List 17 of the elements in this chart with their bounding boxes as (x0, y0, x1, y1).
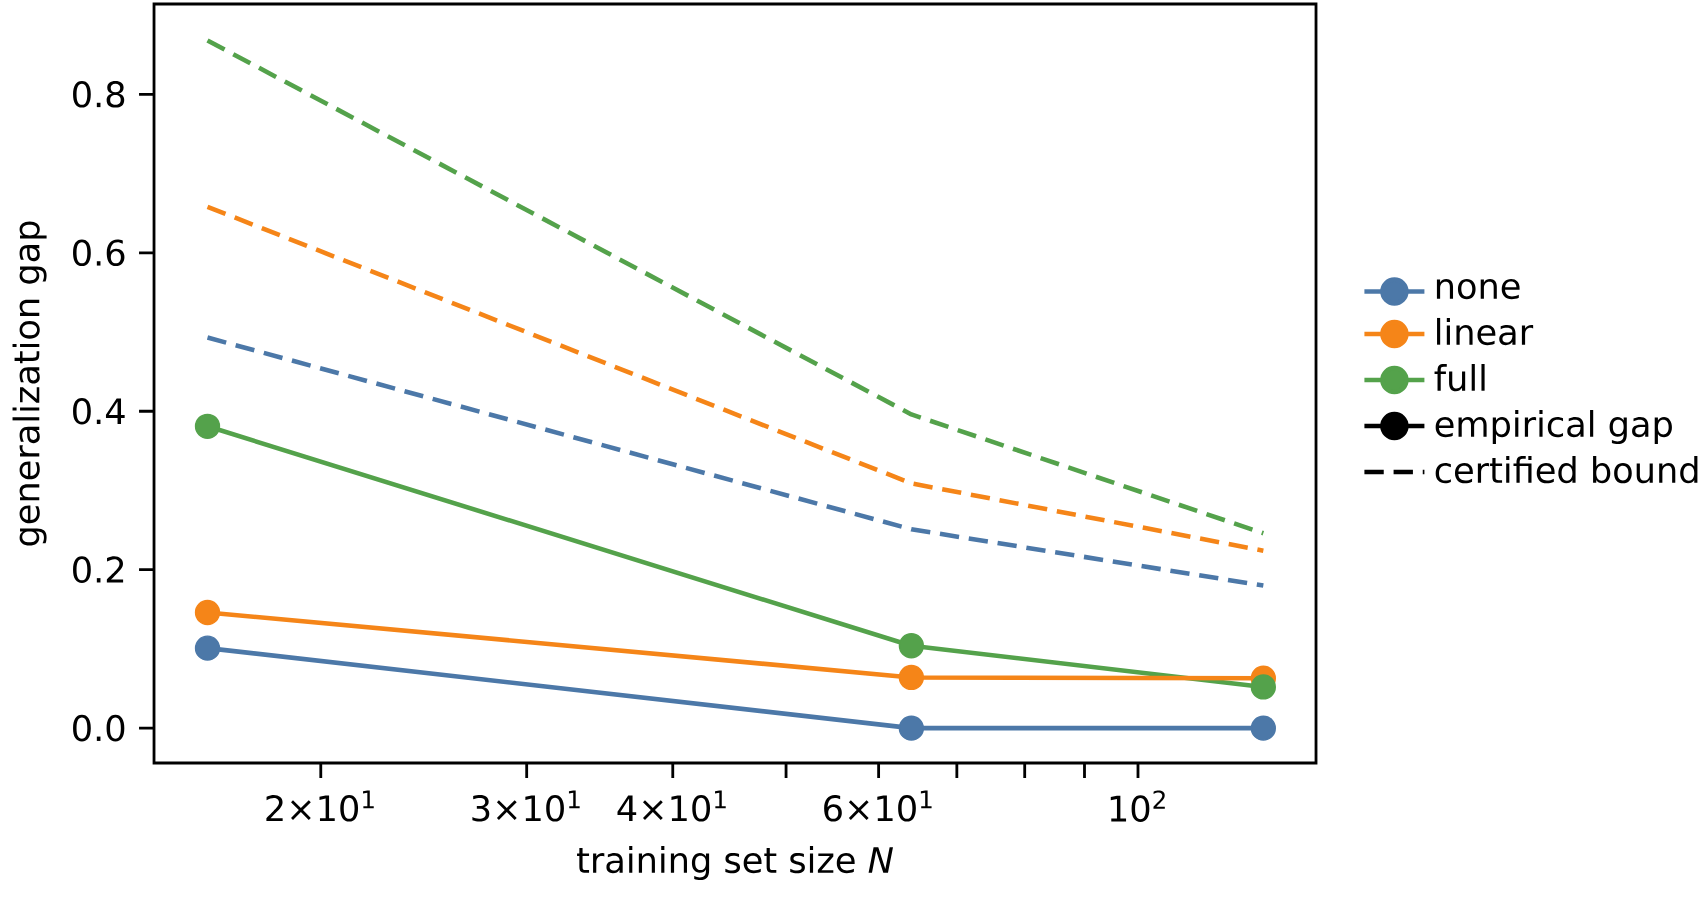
legend-label: none (1436, 278, 1520, 300)
x-tick-label: 10$^{2}$ (1110, 790, 1165, 822)
y-axis-title: generalization gap (12, 221, 47, 546)
x-axis-title: training set size N (577, 846, 893, 881)
y-tick-label: 0.2 (73, 556, 124, 583)
y-tick-label: 0.0 (73, 714, 125, 742)
y-tick-label: 0.6 (73, 239, 125, 267)
y-tick-label: 0.8 (73, 81, 125, 108)
x-tick-label: 4×10$^{1}$ (617, 790, 726, 822)
y-tick-label: 0.4 (73, 397, 125, 425)
x-tick-label: 6×10$^{1}$ (824, 790, 932, 822)
x-tick-label: 2×10$^{1}$ (266, 790, 374, 822)
legend-label: linear (1437, 317, 1534, 346)
legend-label: certified bound (1435, 456, 1698, 484)
x-tick-label: 3×10$^{1}$ (472, 790, 580, 822)
legend-label: full (1434, 363, 1485, 392)
legend-label: empirical gap (1435, 410, 1672, 445)
